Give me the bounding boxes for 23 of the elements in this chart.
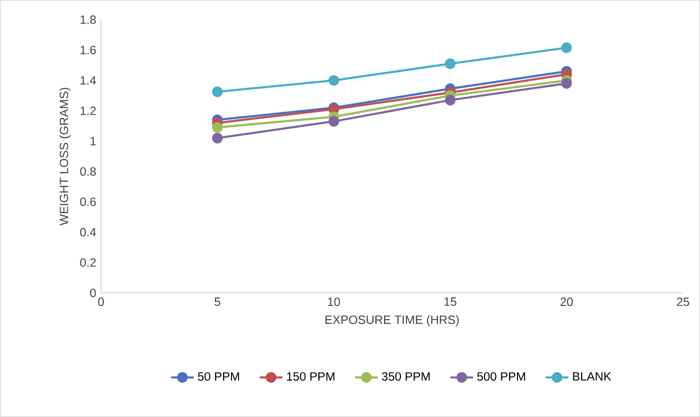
y-tick-label: 1.2: [80, 106, 96, 115]
legend-label: 500 PPM: [477, 372, 526, 381]
x-axis-title: EXPOSURE TIME (HRS): [325, 315, 459, 326]
legend-label: 150 PPM: [287, 372, 334, 381]
y-tick-label: 0.4: [80, 228, 96, 236]
y-axis-title: WEIGHT LOSS (GRAMS): [59, 88, 71, 226]
y-tick-label: 1: [90, 136, 96, 146]
y-tick-label: 1.8: [80, 15, 96, 24]
y-tick-label: 0: [90, 288, 96, 298]
y-tick-label: 0.8: [80, 167, 96, 176]
x-tick-label: 20: [560, 298, 573, 306]
x-tick-label: 0: [98, 298, 104, 306]
x-tick-label: 15: [444, 298, 456, 306]
y-tick-label: 0.2: [80, 258, 96, 267]
y-tick-label: 1.6: [80, 46, 96, 54]
legend-label: BLANK: [573, 372, 612, 381]
x-tick-label: 25: [676, 298, 690, 306]
x-tick-label: 10: [328, 298, 340, 306]
y-tick-label: 0.6: [80, 198, 96, 206]
legend-label: 350 PPM: [382, 372, 430, 381]
legend-label: 50 PPM: [198, 372, 240, 381]
y-tick-label: 1.4: [80, 76, 96, 85]
x-tick-label: 5: [214, 298, 220, 306]
